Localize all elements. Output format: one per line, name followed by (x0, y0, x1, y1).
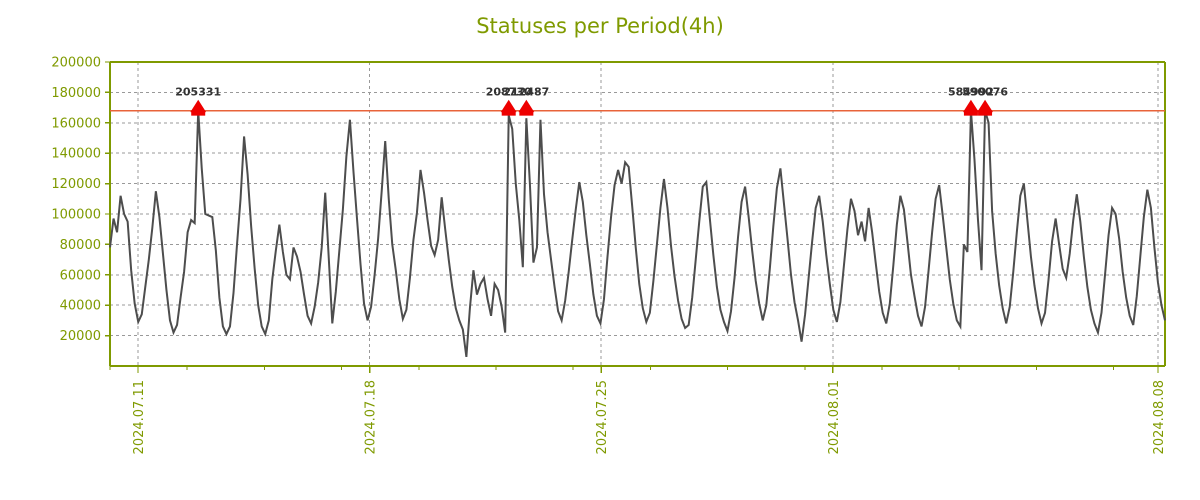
y-tick-label: 180000 (51, 86, 101, 101)
anomaly-marker-base (191, 111, 206, 116)
anomaly-marker-triangle[interactable] (977, 99, 993, 113)
anomaly-marker-base (501, 111, 516, 116)
anomaly-marker-base (519, 111, 534, 116)
y-tick-label: 200000 (51, 56, 101, 71)
anomaly-marker-base (978, 111, 993, 116)
y-tick-label: 140000 (51, 147, 101, 162)
y-tick-label: 160000 (51, 116, 101, 131)
y-tick-label: 40000 (60, 299, 101, 314)
x-tick-label: 2024.07.18 (364, 380, 379, 454)
anomaly-marker-triangle[interactable] (963, 99, 979, 113)
y-tick-label: 100000 (51, 208, 101, 223)
anomaly-value-label: 590076 (962, 86, 1008, 99)
axis-frame (109, 61, 1166, 367)
x-axis-ticks: 2024.07.11 2024.07.18 2024.07.25 2024.08.01… (109, 366, 1167, 454)
x-tick-label: 2024.08.01 (827, 380, 842, 454)
anomaly-marker-triangle[interactable] (500, 99, 517, 113)
x-tick-label: 2024.07.25 (595, 380, 610, 454)
x-tick-label: 2024.07.11 (132, 380, 147, 454)
y-tick-label: 20000 (60, 329, 101, 344)
anomaly-value-label: 205331 (175, 86, 221, 99)
data-series-line (109, 110, 1166, 358)
anomaly-value-label: 208730 (486, 86, 532, 99)
anomaly-value-label: 212487 (503, 86, 549, 99)
y-tick-label: 80000 (60, 238, 101, 253)
anomaly-marker-triangle[interactable] (518, 99, 535, 113)
chart-title: Statuses per Period(4h) (476, 14, 724, 38)
anomaly-marker-base (963, 111, 978, 116)
y-tick-label: 60000 (60, 268, 101, 283)
anomaly-markers (190, 99, 993, 116)
y-axis-ticks: 20000 40000 60000 80000 100000 120000 140000 16… (51, 56, 110, 344)
y-tick-label: 120000 (51, 177, 101, 192)
anomaly-value-label: 584992 (948, 86, 994, 99)
anomaly-marker-triangle[interactable] (190, 99, 207, 113)
x-tick-label: 2024.08.08 (1152, 380, 1167, 454)
